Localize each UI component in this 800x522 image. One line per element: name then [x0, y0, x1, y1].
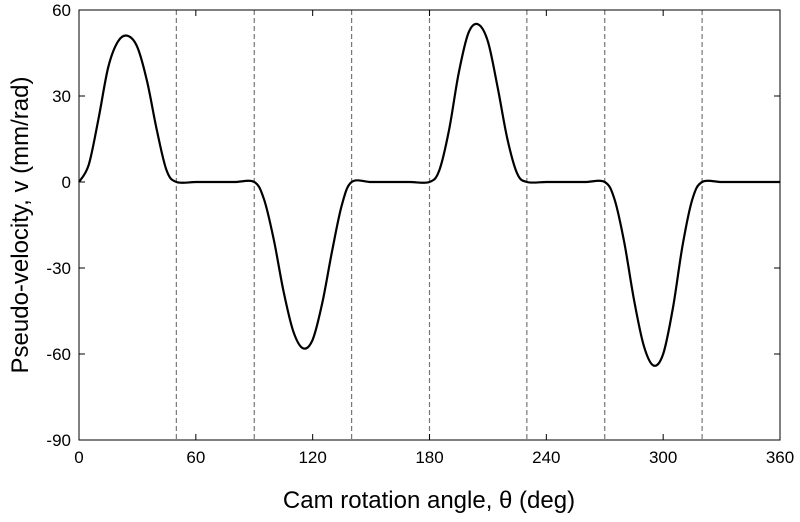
x-tick-label: 120 — [298, 448, 326, 467]
y-tick-label: -60 — [46, 345, 71, 364]
x-axis-title: Cam rotation angle, θ (deg) — [283, 487, 575, 514]
axis-ticks — [78, 9, 781, 441]
y-tick-label: -30 — [46, 259, 71, 278]
y-tick-label: -90 — [46, 431, 71, 450]
y-axis-title: Pseudo-velocity, v (mm/rad) — [7, 77, 34, 374]
x-tick-label: 300 — [649, 448, 677, 467]
x-tick-label: 0 — [74, 448, 83, 467]
y-tick-label: 60 — [52, 1, 71, 20]
x-tick-label: 240 — [532, 448, 560, 467]
x-tick-label: 180 — [415, 448, 443, 467]
x-tick-label: 60 — [186, 448, 205, 467]
tick-labels: 0 60 120 180 240 300 360 -90 -60 -30 0 30 60 — [46, 1, 794, 467]
y-tick-label: 30 — [52, 87, 71, 106]
series-line — [78, 22, 781, 367]
x-tick-label: 360 — [766, 448, 794, 467]
reference-lines — [175, 10, 703, 440]
y-tick-label: 0 — [62, 173, 71, 192]
